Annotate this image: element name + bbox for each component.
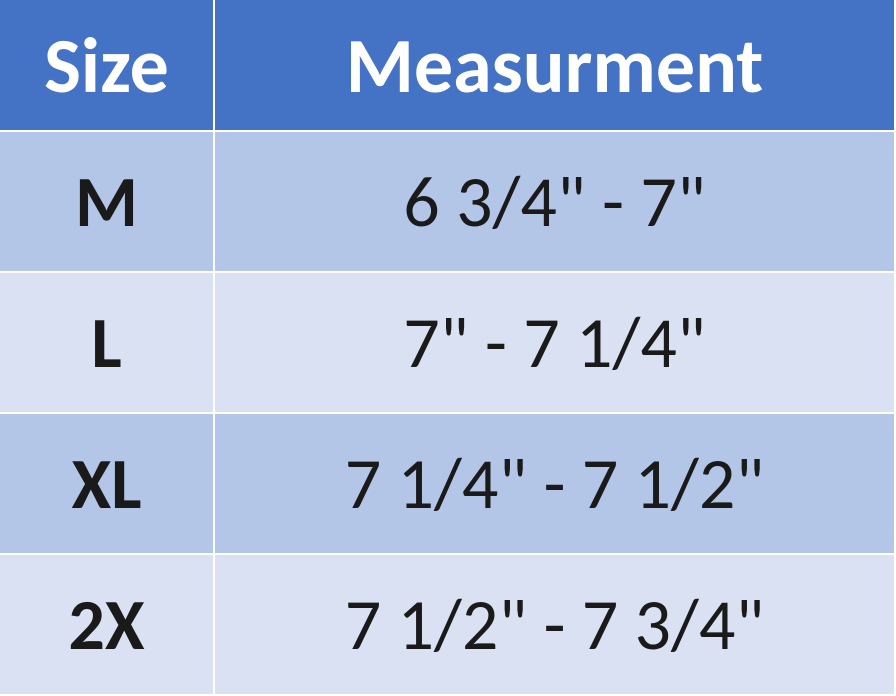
cell-measure-xl: 7 1/4" - 7 1/2" — [215, 414, 896, 555]
table-row: 2X 7 1/2" - 7 3/4" — [0, 555, 896, 696]
cell-size-xl: XL — [0, 414, 215, 555]
cell-size-2x: 2X — [0, 555, 215, 696]
header-size: Size — [0, 0, 215, 132]
table-row: XL 7 1/4" - 7 1/2" — [0, 414, 896, 555]
table-row: L 7" - 7 1/4" — [0, 273, 896, 414]
cell-measure-m: 6 3/4" - 7" — [215, 132, 896, 273]
table-row: M 6 3/4" - 7" — [0, 132, 896, 273]
cell-size-m: M — [0, 132, 215, 273]
table-header-row: Size Measurment — [0, 0, 896, 132]
cell-measure-l: 7" - 7 1/4" — [215, 273, 896, 414]
header-measurement: Measurment — [215, 0, 896, 132]
cell-measure-2x: 7 1/2" - 7 3/4" — [215, 555, 896, 696]
cell-size-l: L — [0, 273, 215, 414]
size-table: Size Measurment M 6 3/4" - 7" L 7" - 7 1… — [0, 0, 896, 696]
